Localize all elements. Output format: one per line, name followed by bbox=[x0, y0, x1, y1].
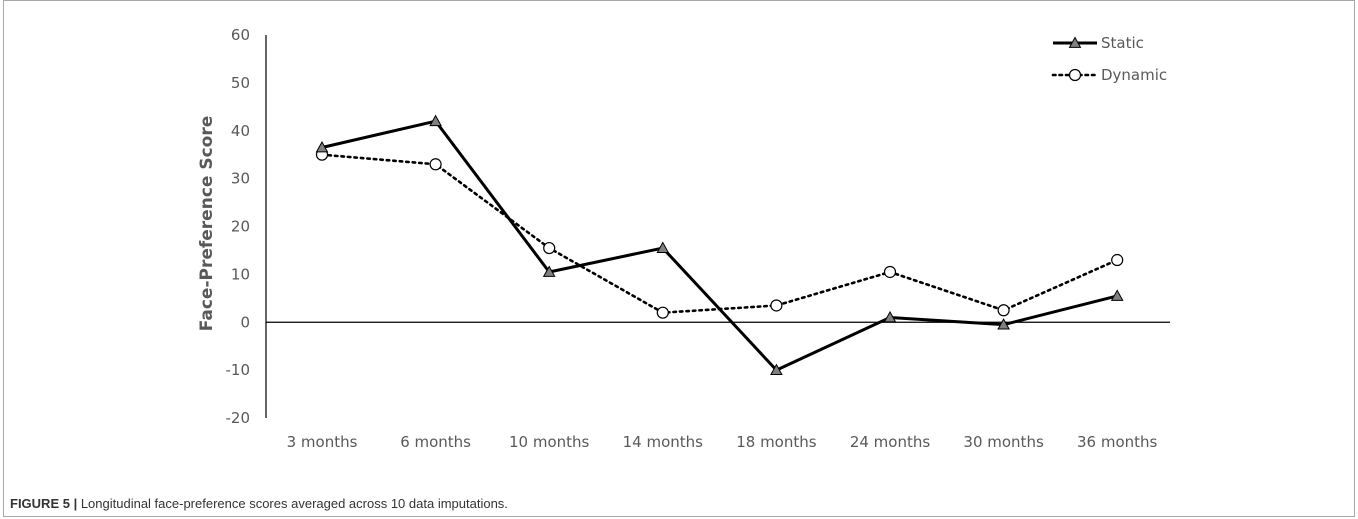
series-line-static bbox=[321, 119, 1118, 372]
series-line-dynamic bbox=[320, 153, 1119, 314]
y-tick-label: -20 bbox=[226, 409, 251, 427]
x-tick-label: 18 months bbox=[736, 433, 817, 451]
x-tick-label: 24 months bbox=[850, 433, 931, 451]
figure-caption: FIGURE 5 | Longitudinal face-preference … bbox=[10, 496, 508, 511]
figure-frame bbox=[3, 0, 1355, 517]
line-chart: 60 50 40 30 20 10 0 -10 -20 3 months 6 months 10 m… bbox=[197, 26, 1170, 451]
data-point bbox=[997, 318, 1010, 330]
legend-item-dynamic: Dynamic bbox=[1051, 66, 1167, 84]
y-tick-label: 60 bbox=[231, 26, 250, 44]
data-point bbox=[315, 140, 329, 153]
x-tick-label: 36 months bbox=[1077, 433, 1158, 451]
y-axis-title: Face-Preference Score bbox=[197, 116, 217, 332]
data-point bbox=[542, 265, 556, 277]
legend-item-static: Static bbox=[1053, 34, 1144, 52]
x-tick-label: 10 months bbox=[509, 433, 590, 451]
x-tick-label: 6 months bbox=[400, 433, 471, 451]
data-point bbox=[543, 241, 556, 255]
data-point bbox=[1111, 253, 1124, 267]
legend-marker bbox=[1068, 68, 1082, 82]
series-static bbox=[315, 114, 1124, 376]
data-point bbox=[656, 241, 670, 253]
figure-caption-text: Longitudinal face-preference scores aver… bbox=[77, 496, 508, 511]
data-point bbox=[1110, 289, 1124, 301]
data-point bbox=[883, 265, 897, 279]
y-tick-label: 10 bbox=[231, 265, 250, 283]
series-lines bbox=[315, 114, 1124, 376]
y-tick-label: -10 bbox=[226, 361, 251, 379]
y-tick-label: 20 bbox=[231, 218, 250, 236]
data-point bbox=[770, 363, 783, 376]
legend-marker bbox=[1068, 36, 1082, 48]
data-point bbox=[656, 306, 669, 319]
legend-label: Static bbox=[1101, 34, 1144, 52]
y-tick-label: 40 bbox=[231, 122, 250, 140]
data-point bbox=[429, 114, 442, 127]
y-axis: 60 50 40 30 20 10 0 -10 -20 bbox=[226, 26, 267, 427]
x-tick-label: 30 months bbox=[963, 433, 1044, 451]
x-axis: 3 months 6 months 10 months 14 months 18 mon… bbox=[266, 321, 1170, 451]
y-tick-label: 50 bbox=[231, 74, 250, 92]
x-tick-label: 3 months bbox=[287, 433, 358, 451]
data-point bbox=[770, 299, 783, 312]
figure-label: FIGURE 5 | bbox=[10, 496, 78, 511]
series-dynamic bbox=[315, 148, 1124, 319]
data-point bbox=[997, 304, 1010, 317]
y-tick-label: 30 bbox=[231, 170, 250, 188]
data-point bbox=[883, 310, 897, 323]
x-tick-label: 14 months bbox=[623, 433, 704, 451]
y-tick-label: 0 bbox=[240, 313, 250, 331]
legend-label: Dynamic bbox=[1101, 66, 1167, 84]
data-point bbox=[429, 158, 442, 171]
legend: Static Dynamic bbox=[1051, 34, 1167, 84]
